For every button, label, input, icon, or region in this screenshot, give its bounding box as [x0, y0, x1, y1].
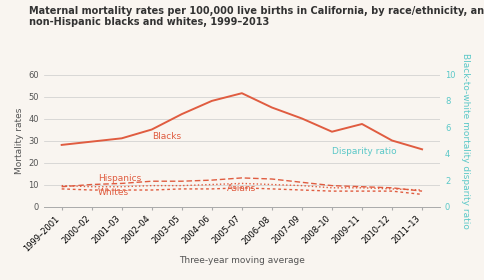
Text: Disparity ratio: Disparity ratio [331, 146, 396, 156]
Y-axis label: Black-to-white mortality disparity ratio: Black-to-white mortality disparity ratio [460, 53, 469, 228]
X-axis label: Three-year moving average: Three-year moving average [179, 256, 304, 265]
Text: Blacks: Blacks [151, 132, 181, 141]
Text: Asians: Asians [227, 184, 256, 193]
Text: Maternal mortality rates per 100,000 live births in California, by race/ethnicit: Maternal mortality rates per 100,000 liv… [29, 6, 484, 27]
Text: Whites: Whites [97, 188, 129, 197]
Y-axis label: Mortality rates: Mortality rates [15, 107, 24, 174]
Text: Hispanics: Hispanics [97, 174, 141, 183]
